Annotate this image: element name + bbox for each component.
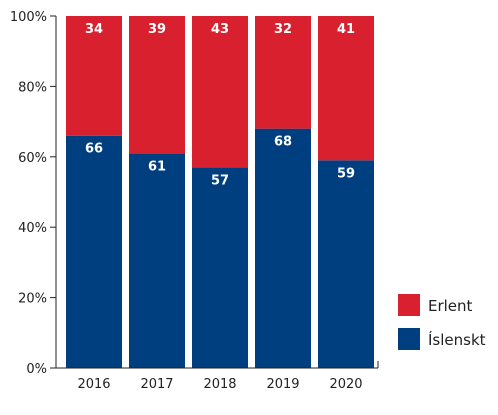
x-tick-label-2016: 2016 [77,377,110,392]
y-tick-label-80: 80% [18,80,47,95]
data-label-erlent-2019: 32 [274,22,292,37]
data-labels-group: 66 34 61 39 57 43 68 32 59 41 [85,22,355,188]
y-tick-label-0: 0% [26,362,47,377]
legend: Erlent Íslenskt [398,294,486,350]
data-label-islenskt-2017: 61 [148,159,166,174]
bars-group [66,16,374,368]
y-ticks-group: 0% 20% 40% 60% 80% 100% [10,10,56,377]
y-tick-label-20: 20% [18,292,47,307]
x-tick-label-2020: 2020 [329,377,362,392]
data-label-erlent-2016: 34 [85,22,103,37]
x-tick-label-2019: 2019 [266,377,299,392]
data-label-islenskt-2019: 68 [274,135,292,150]
bar-erlent-2017 [129,16,185,154]
y-tick-label-100: 100% [10,10,47,25]
legend-label-erlent: Erlent [428,297,473,315]
bar-islenskt-2017 [129,153,185,368]
data-label-erlent-2017: 39 [148,22,166,37]
x-tick-label-2018: 2018 [203,377,236,392]
x-tick-label-2017: 2017 [140,377,173,392]
bar-islenskt-2019 [255,128,311,368]
bar-erlent-2016 [66,16,122,136]
legend-label-islenskt: Íslenskt [428,330,486,349]
bar-erlent-2020 [318,16,374,161]
legend-swatch-islenskt [398,328,420,350]
x-ticks-group: 2016 2017 2018 2019 2020 [77,377,362,392]
y-tick-label-60: 60% [18,151,47,166]
bar-erlent-2019 [255,16,311,129]
data-label-erlent-2020: 41 [337,22,355,37]
data-label-islenskt-2020: 59 [337,166,355,181]
y-tick-label-40: 40% [18,221,47,236]
data-label-islenskt-2018: 57 [211,173,229,188]
legend-swatch-erlent [398,294,420,316]
axes-group [55,16,379,369]
bar-erlent-2018 [192,16,248,168]
bar-islenskt-2020 [318,160,374,368]
data-label-erlent-2018: 43 [211,22,229,37]
bar-islenskt-2016 [66,135,122,368]
data-label-islenskt-2016: 66 [85,142,103,157]
bar-islenskt-2018 [192,167,248,368]
